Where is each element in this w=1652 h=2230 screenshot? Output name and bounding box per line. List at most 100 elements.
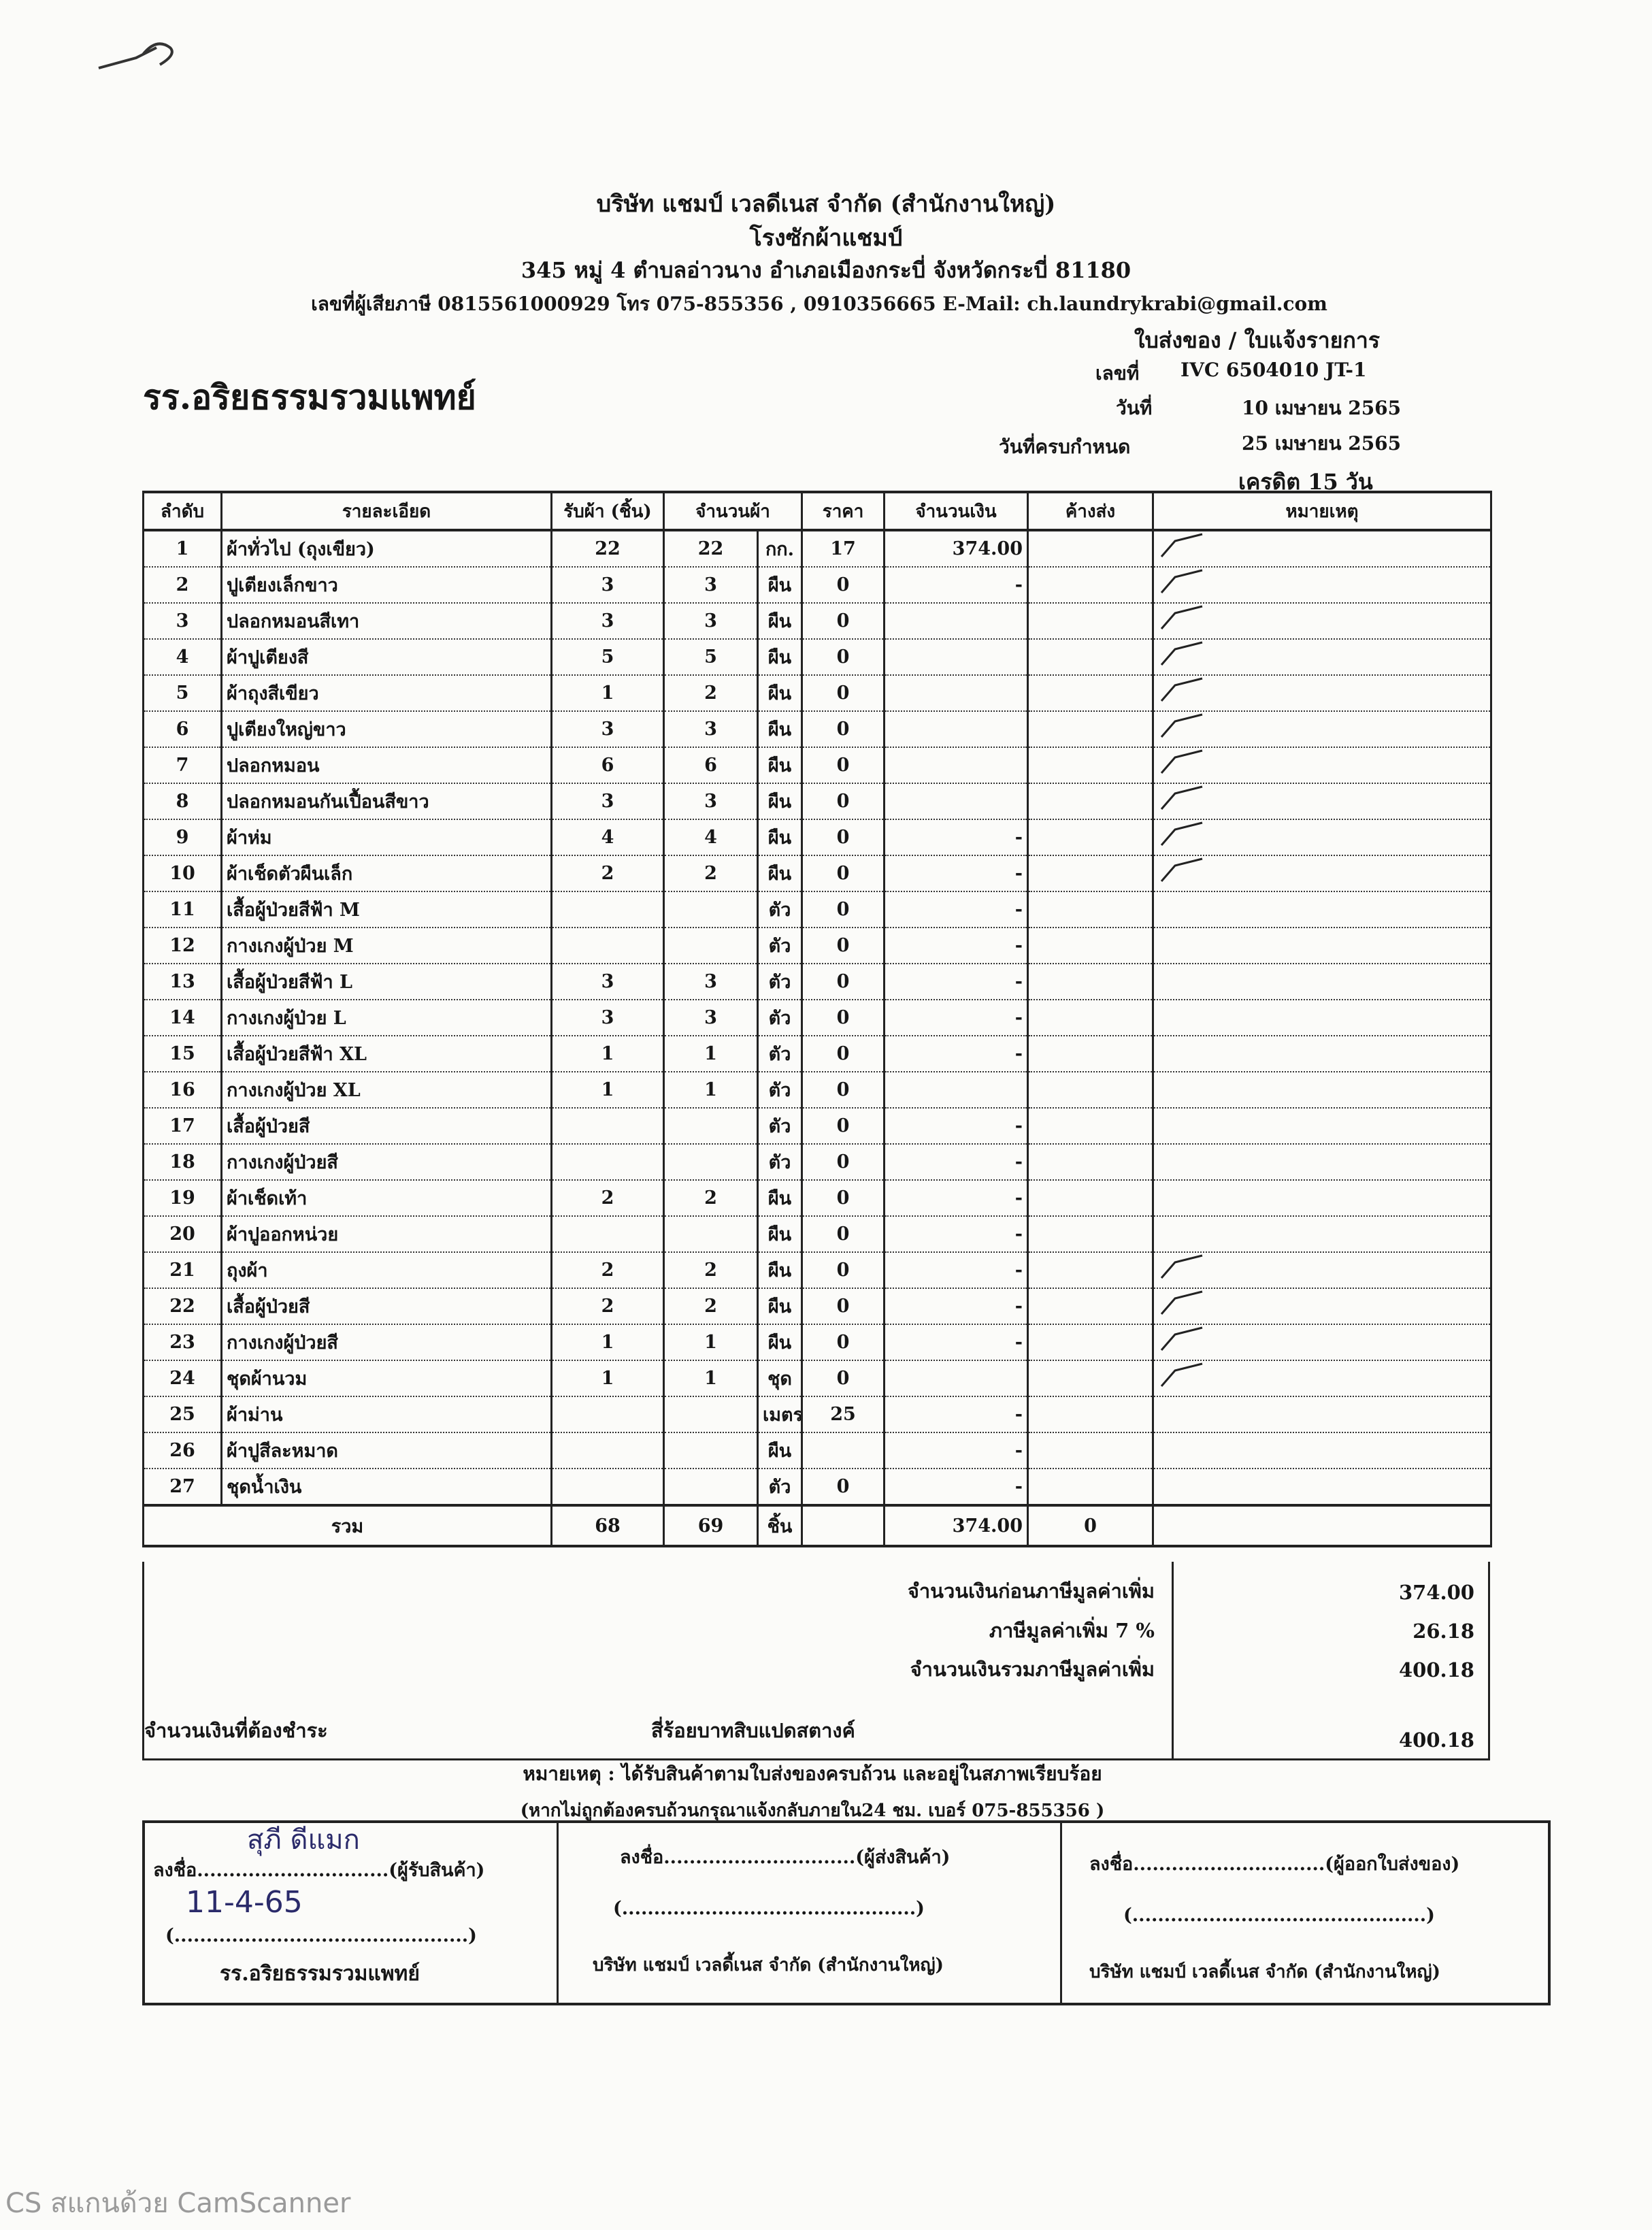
cell-outstanding [1027, 1396, 1155, 1433]
cell-outstanding [1027, 711, 1155, 748]
cell-remarks [1152, 1000, 1493, 1036]
table-row: 27 ชุดน้ำเงิน ตัว 0- [142, 1469, 1493, 1506]
receiver-org: รร.อริยธรรมรวมแพทย์ [220, 1962, 420, 1986]
cell-price: 0 [801, 1216, 886, 1253]
sender-org: บริษัท แชมป์ เวลดี้เนส จำกัด (สำนักงานให… [593, 1955, 944, 1975]
cell-outstanding [1027, 891, 1155, 928]
cell-seq: 14 [142, 1000, 222, 1036]
issuer-name-blank: (.......................................… [1123, 1905, 1435, 1926]
cell-qty: 5 [663, 639, 759, 676]
cell-unit: ตัว [756, 891, 804, 928]
cell-seq: 25 [142, 1396, 222, 1433]
company-name: บริษัท แชมป์ เวลดีเนส จำกัด (สำนักงานใหญ… [596, 191, 1056, 218]
due-date-value: 25 เมษายน 2565 [1242, 432, 1402, 455]
cell-price: 0 [801, 1469, 886, 1506]
cell-received: 1 [550, 1324, 665, 1361]
cell-qty: 2 [663, 855, 759, 892]
grand-total-label: จำนวนเงินรวมภาษีมูลค่าเพิ่ม [910, 1658, 1155, 1681]
items-table: ลำดับ รายละเอียด รับผ้า (ชิ้น) จำนวนผ้า … [142, 491, 1493, 1547]
col-description: รายละเอียด [220, 491, 552, 531]
cell-unit: ผืน [756, 1324, 804, 1361]
cell-description: ปูเตียงใหญ่ขาว [220, 711, 552, 748]
total-qty: 69 [663, 1504, 759, 1547]
cell-seq: 10 [142, 855, 222, 892]
cell-unit: ผืน [756, 1432, 804, 1469]
issuer-org: บริษัท แชมป์ เวลดี้เนส จำกัด (สำนักงานให… [1089, 1962, 1440, 1982]
cell-unit: ผืน [756, 675, 804, 712]
cell-received: 3 [550, 567, 665, 604]
cell-remarks [1152, 747, 1493, 784]
cell-amount: - [883, 964, 1029, 1000]
payable-label: จำนวนเงินที่ต้องชำระ [144, 1719, 328, 1742]
cell-description: ผ้าม่าน [220, 1396, 552, 1433]
table-row: 8 ปลอกหมอนกันเปื้อนสีขาว 3 3 ผืน 0 [142, 783, 1493, 820]
cell-price [801, 1432, 886, 1469]
cell-outstanding [1027, 530, 1155, 568]
cell-qty: 3 [663, 1000, 759, 1036]
cell-description: ผ้าห่ม [220, 819, 552, 856]
cell-amount: - [883, 855, 1029, 892]
cell-description: ปลอกหมอนสีเทา [220, 603, 552, 640]
cell-price: 0 [801, 711, 886, 748]
cell-description: เสื้อผู้ป่วยสี [220, 1108, 552, 1145]
cell-qty: 2 [663, 1180, 759, 1217]
note-line-1: หมายเหตุ : ได้รับสินค้าตามใบส่งของครบถ้ว… [523, 1762, 1102, 1785]
cell-received [550, 1469, 665, 1506]
cell-received: 6 [550, 747, 665, 784]
table-row: 10 ผ้าเช็ดตัวผืนเล็ก 2 2 ผืน 0- [142, 855, 1493, 892]
cell-outstanding [1027, 1180, 1155, 1217]
table-row: 20 ผ้าปูออกหน่วย ผืน 0- [142, 1216, 1493, 1253]
cell-description: ผ้าปูสีละหมาด [220, 1432, 552, 1469]
cell-received: 1 [550, 675, 665, 712]
cell-received: 4 [550, 819, 665, 856]
doc-no-label: เลขที่ [1095, 362, 1140, 384]
cell-amount: - [883, 1216, 1029, 1253]
subtotal-label: จำนวนเงินก่อนภาษีมูลค่าเพิ่ม [907, 1579, 1155, 1603]
cell-seq: 23 [142, 1324, 222, 1361]
grand-total-value: 400.18 [1399, 1658, 1474, 1682]
cell-qty [663, 891, 759, 928]
cell-amount: - [883, 1288, 1029, 1325]
cell-remarks [1152, 1108, 1493, 1145]
check-mark-icon [1160, 641, 1203, 666]
cell-amount: - [883, 567, 1029, 604]
table-row: 4 ผ้าปูเตียงสี 5 5 ผืน 0 [142, 639, 1493, 676]
cell-received [550, 1144, 665, 1181]
total-remarks-empty [1152, 1504, 1493, 1547]
cell-unit: ผืน [756, 1288, 804, 1325]
summary-box: จำนวนเงินก่อนภาษีมูลค่าเพิ่ม 374.00 ภาษี… [142, 1562, 1490, 1760]
cell-outstanding [1027, 1360, 1155, 1397]
cell-seq: 7 [142, 747, 222, 784]
cell-qty: 2 [663, 675, 759, 712]
cell-outstanding [1027, 928, 1155, 964]
table-row: 23 กางเกงผู้ป่วยสี 1 1 ผืน 0- [142, 1324, 1493, 1361]
cell-outstanding [1027, 1216, 1155, 1253]
cell-amount: - [883, 891, 1029, 928]
cell-received [550, 1216, 665, 1253]
cell-price: 0 [801, 819, 886, 856]
cell-description: ผ้าปูออกหน่วย [220, 1216, 552, 1253]
cell-amount: - [883, 1036, 1029, 1072]
cell-unit: ตัว [756, 1144, 804, 1181]
cell-seq: 1 [142, 530, 222, 568]
cell-remarks [1152, 639, 1493, 676]
sender-name-blank: (.......................................… [613, 1898, 925, 1919]
cell-qty: 3 [663, 964, 759, 1000]
cell-amount [883, 675, 1029, 712]
cell-unit: ตัว [756, 1036, 804, 1072]
col-outstanding: ค้างส่ง [1027, 491, 1155, 531]
summary-divider [1172, 1562, 1174, 1758]
cell-seq: 15 [142, 1036, 222, 1072]
cell-description: ปลอกหมอนกันเปื้อนสีขาว [220, 783, 552, 820]
receiver-sign-label: ลงชื่อ..............................(ผู้… [153, 1860, 485, 1881]
cell-outstanding [1027, 1144, 1155, 1181]
cell-qty: 2 [663, 1288, 759, 1325]
cell-seq: 2 [142, 567, 222, 604]
table-row: 19 ผ้าเช็ดเท้า 2 2 ผืน 0- [142, 1180, 1493, 1217]
cell-seq: 12 [142, 928, 222, 964]
total-outstanding: 0 [1027, 1504, 1155, 1547]
cell-remarks [1152, 1180, 1493, 1217]
payable-value: 400.18 [1399, 1728, 1474, 1752]
cell-price: 0 [801, 1000, 886, 1036]
cell-unit: กก. [756, 530, 804, 568]
